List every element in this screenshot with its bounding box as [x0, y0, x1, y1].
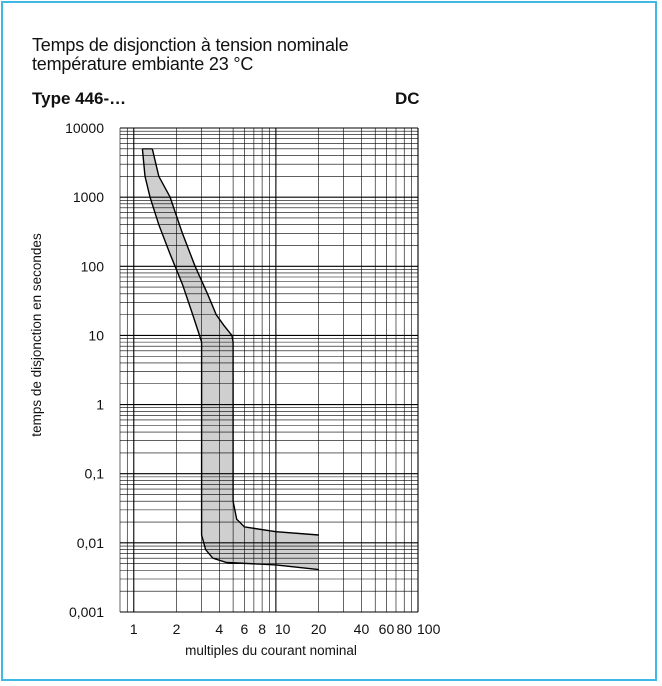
- grid-layer: [119, 127, 419, 613]
- x-tick-label: 2: [173, 621, 181, 637]
- curve-layer: [141, 148, 319, 571]
- y-tick-label: 10000: [65, 120, 104, 136]
- y-tick-label: 10: [88, 327, 104, 343]
- x-tick-label: 80: [396, 621, 412, 637]
- x-tick-label: 60: [379, 621, 395, 637]
- x-axis-label: multiples du courant nominal: [185, 643, 357, 658]
- type-label: Type 446-…: [32, 89, 127, 108]
- dc-label: DC: [395, 89, 420, 108]
- x-tick-label: 40: [354, 621, 370, 637]
- title-line-2: température embiante 23 °C: [32, 54, 254, 74]
- x-tick-label: 10: [275, 621, 291, 637]
- upper-curve: [151, 148, 319, 536]
- x-tick-label: 4: [215, 621, 223, 637]
- y-tick-label: 0,01: [77, 535, 104, 551]
- title-line-1: Temps de disjonction à tension nominale: [32, 35, 349, 55]
- y-tick-label: 100: [81, 258, 105, 274]
- x-tick-label: 100: [417, 621, 441, 637]
- tripping-band: [142, 148, 319, 570]
- lower-curve: [141, 148, 319, 571]
- x-tick-label: 6: [240, 621, 248, 637]
- x-tick-label: 1: [130, 621, 138, 637]
- tripping-band-layer: [142, 148, 319, 570]
- y-tick-label: 1000: [73, 189, 104, 205]
- chart-title: Temps de disjonction à tension nominale …: [32, 35, 349, 74]
- x-tick-label: 20: [311, 621, 327, 637]
- y-tick-label: 0,1: [85, 466, 105, 482]
- y-tick-label: 1: [96, 397, 104, 413]
- y-axis-label: temps de disjonction en secondes: [29, 233, 44, 437]
- x-tick-label: 8: [258, 621, 266, 637]
- y-tick-label: 0,001: [69, 604, 104, 620]
- tick-label-layer: 10000 1000 100 10 1 0,1 0,01 0,001 1 2 4 6 8 10 20 40 60…: [65, 120, 441, 637]
